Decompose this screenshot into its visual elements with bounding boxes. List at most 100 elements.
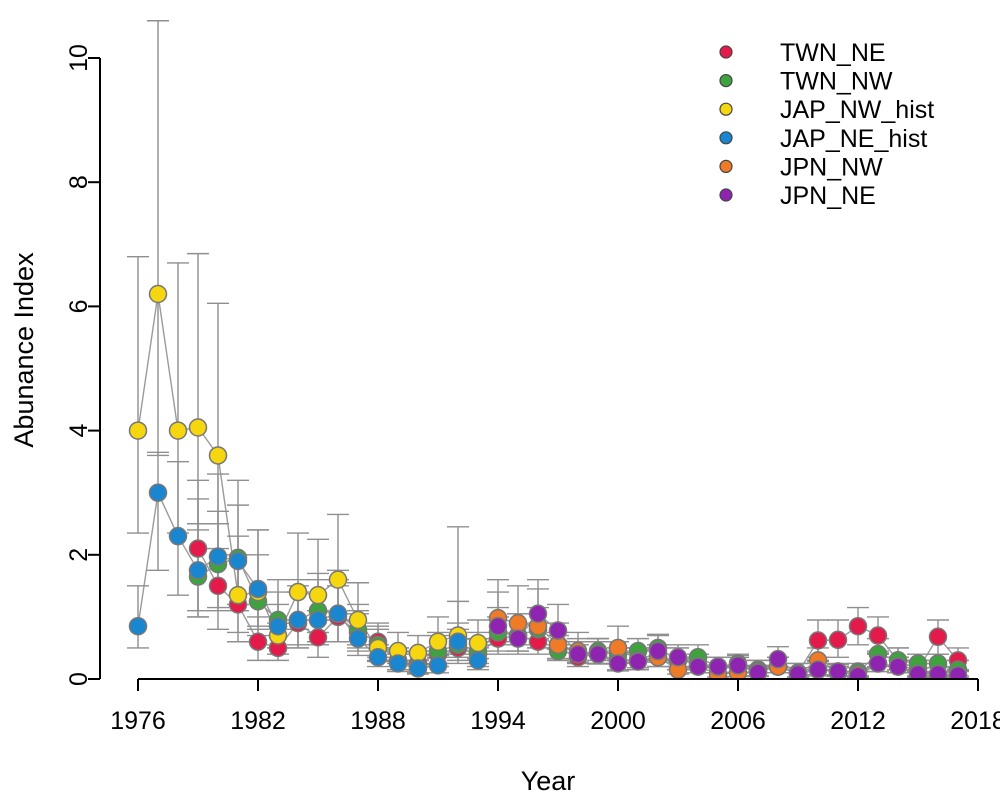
data-point-jap-nw-hist bbox=[468, 633, 488, 653]
data-point-jpn-ne bbox=[808, 660, 828, 679]
data-point-jap-nw-hist bbox=[328, 570, 348, 589]
legend-label-jap-nw-hist: JAP_NW_hist bbox=[780, 96, 934, 124]
y-tick-label: 0 bbox=[65, 672, 93, 686]
data-point-twn-ne bbox=[188, 539, 208, 558]
data-point-twn-ne bbox=[808, 631, 828, 650]
series-line-jap-nw-hist bbox=[137, 293, 479, 654]
data-point-twn-ne bbox=[248, 632, 268, 651]
data-point-jap-ne-hist bbox=[448, 632, 468, 651]
data-point-jpn-ne bbox=[528, 604, 548, 624]
legend-label-jap-ne-hist: JAP_NE_hist bbox=[780, 125, 927, 153]
data-point-jpn-ne bbox=[708, 657, 728, 676]
data-point-twn-ne bbox=[308, 628, 328, 647]
error-bar-jap-nw-hist bbox=[147, 20, 169, 457]
data-point-jap-ne-hist bbox=[188, 561, 208, 580]
data-point-jap-ne-hist bbox=[228, 551, 248, 571]
data-point-jap-nw-hist bbox=[288, 582, 308, 602]
legend-label-twn-ne: TWN_NE bbox=[780, 39, 886, 67]
data-point-jpn-ne bbox=[648, 641, 668, 661]
y-tick-label: 2 bbox=[65, 548, 93, 562]
legend-marker-twn-ne bbox=[719, 45, 733, 59]
data-point-jap-ne-hist bbox=[388, 654, 408, 673]
data-point-jpn-ne bbox=[508, 629, 528, 648]
x-tick-label: 2000 bbox=[590, 707, 646, 735]
data-point-jap-nw-hist bbox=[308, 585, 328, 605]
axes-layer: 1976 1982 1988 1994 2000 2006 2012 2018 0 2 4 6 8 10 bbox=[65, 44, 1000, 735]
data-point-jap-nw-hist bbox=[168, 421, 188, 440]
data-point-jpn-ne bbox=[688, 657, 708, 676]
x-tick-label: 2018 bbox=[950, 707, 1000, 735]
x-tick-label: 1994 bbox=[470, 707, 526, 735]
data-points-layer bbox=[128, 284, 968, 680]
data-point-jap-ne-hist bbox=[308, 610, 328, 630]
data-point-jpn-ne bbox=[848, 666, 868, 680]
data-point-jap-ne-hist bbox=[368, 648, 388, 667]
data-point-jpn-ne bbox=[888, 657, 908, 676]
legend: TWN_NETWN_NWJAP_NW_histJAP_NE_histJPN_NW… bbox=[719, 39, 934, 210]
data-point-jpn-ne bbox=[628, 652, 648, 671]
x-axis-title: Year bbox=[521, 766, 576, 796]
data-point-jpn-ne bbox=[868, 654, 888, 673]
data-point-jap-nw-hist bbox=[128, 421, 148, 440]
data-point-jap-ne-hist bbox=[268, 616, 288, 636]
series-lines-layer bbox=[137, 293, 959, 677]
legend-marker-jpn-ne bbox=[719, 188, 733, 202]
x-tick-label: 1982 bbox=[230, 707, 286, 735]
data-point-jpn-ne bbox=[728, 656, 748, 675]
data-point-jap-ne-hist bbox=[168, 526, 188, 546]
data-point-jap-ne-hist bbox=[248, 579, 268, 599]
data-point-jpn-nw bbox=[608, 638, 628, 658]
error-bar-jap-nw-hist bbox=[187, 252, 209, 531]
data-point-jap-nw-hist bbox=[148, 284, 168, 304]
y-tick-label: 8 bbox=[65, 175, 93, 189]
data-point-jap-nw-hist bbox=[228, 585, 248, 605]
x-tick-label: 1988 bbox=[350, 707, 406, 735]
data-point-twn-ne bbox=[848, 616, 868, 636]
data-point-jpn-ne bbox=[948, 666, 968, 680]
data-point-jap-ne-hist bbox=[468, 651, 488, 670]
data-point-jpn-ne bbox=[548, 621, 568, 640]
legend-marker-twn-nw bbox=[719, 73, 733, 88]
data-point-jap-ne-hist bbox=[428, 656, 448, 675]
data-point-twn-ne bbox=[928, 627, 948, 647]
y-tick-label: 6 bbox=[65, 299, 93, 313]
legend-marker-jap-ne-hist bbox=[719, 131, 733, 145]
legend-label-jpn-ne: JPN_NE bbox=[780, 182, 876, 210]
y-tick-label: 4 bbox=[65, 424, 93, 438]
data-point-jap-nw-hist bbox=[408, 643, 428, 663]
x-tick-label: 1976 bbox=[110, 707, 166, 735]
legend-label-twn-nw: TWN_NW bbox=[780, 68, 893, 96]
legend-marker-jpn-nw bbox=[719, 159, 733, 173]
data-point-twn-ne bbox=[828, 630, 848, 650]
x-tick-label: 2006 bbox=[710, 707, 766, 735]
data-point-jpn-ne bbox=[748, 663, 768, 680]
legend-label-jpn-nw: JPN_NW bbox=[780, 153, 883, 181]
data-point-jpn-ne bbox=[608, 654, 628, 673]
data-point-twn-ne bbox=[208, 576, 228, 596]
data-point-jap-ne-hist bbox=[328, 604, 348, 624]
error-bar-jap-nw-hist bbox=[127, 256, 149, 534]
data-point-jpn-ne bbox=[668, 648, 688, 667]
data-point-jpn-ne bbox=[488, 616, 508, 636]
y-tick-label: 10 bbox=[65, 44, 93, 72]
data-point-jap-nw-hist bbox=[348, 610, 368, 630]
data-point-jap-nw-hist bbox=[188, 418, 208, 437]
error-bar-jap-ne-hist bbox=[187, 498, 209, 618]
error-bar-jap-ne-hist bbox=[147, 451, 169, 572]
data-point-jap-ne-hist bbox=[208, 547, 228, 566]
data-point-jpn-ne bbox=[908, 664, 928, 680]
y-axis-title: Abunance Index bbox=[9, 252, 39, 448]
x-tick-label: 2012 bbox=[830, 707, 886, 735]
data-point-jpn-ne bbox=[788, 664, 808, 680]
data-point-jpn-ne bbox=[828, 662, 848, 680]
data-point-jpn-ne bbox=[768, 649, 788, 669]
legend-marker-jap-nw-hist bbox=[719, 102, 733, 116]
data-point-jap-nw-hist bbox=[428, 632, 448, 651]
data-point-jpn-ne bbox=[588, 644, 608, 664]
data-point-jpn-nw bbox=[508, 613, 528, 633]
data-point-jap-ne-hist bbox=[408, 659, 428, 678]
data-point-jap-ne-hist bbox=[288, 610, 308, 630]
error-bar-jap-ne-hist bbox=[127, 585, 149, 649]
